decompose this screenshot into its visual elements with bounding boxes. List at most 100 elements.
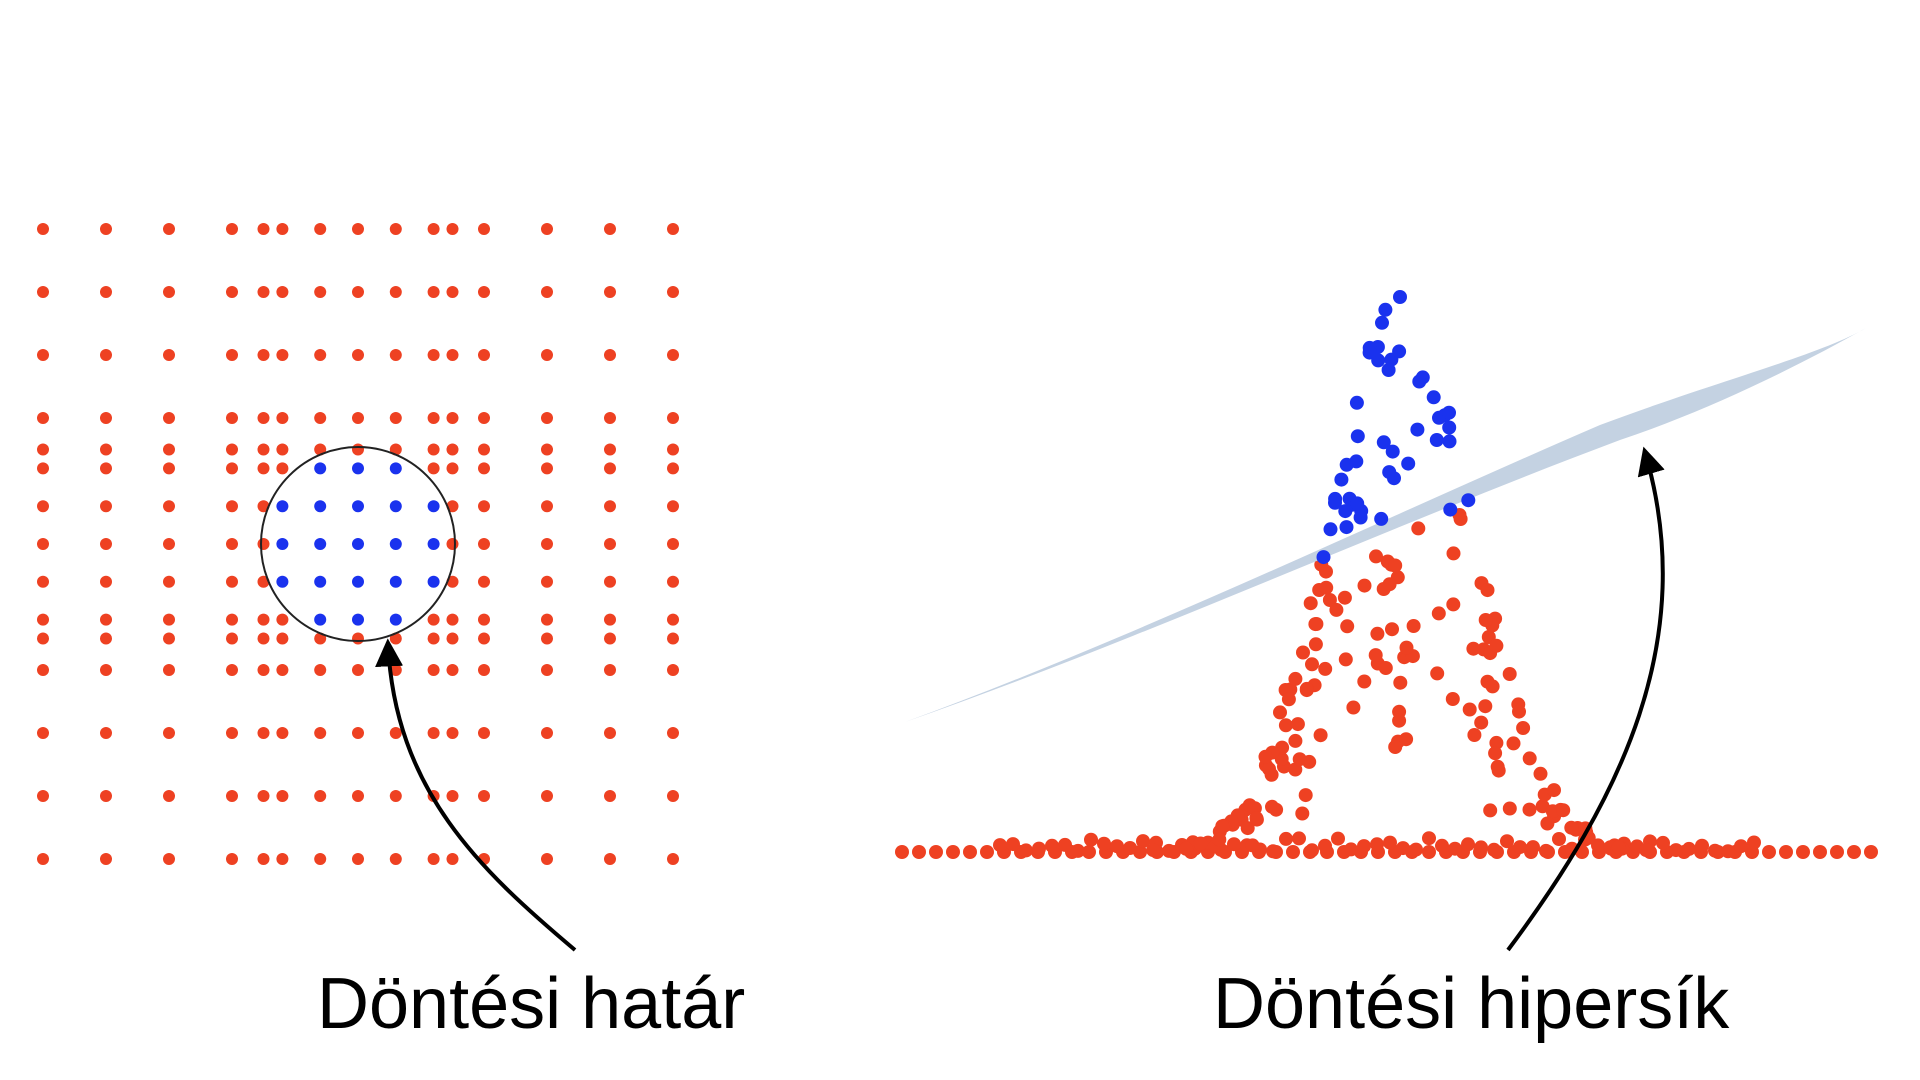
outside-point <box>1346 700 1361 715</box>
outside-point <box>667 500 679 513</box>
outside-point <box>1382 577 1397 592</box>
outside-point <box>1357 839 1371 854</box>
inside-point <box>352 613 364 626</box>
outside-point <box>226 853 238 865</box>
outside-point <box>226 613 238 626</box>
outside-point <box>100 632 112 645</box>
outside-point <box>37 727 49 739</box>
outside-point <box>163 223 175 235</box>
inside-point <box>1350 429 1365 444</box>
outside-point <box>446 286 459 298</box>
outside-point <box>427 613 440 626</box>
outside-point <box>478 664 490 676</box>
outside-point <box>1485 679 1500 694</box>
outside-point <box>1305 843 1319 858</box>
outside-point <box>1369 549 1383 564</box>
outside-point <box>980 845 994 859</box>
outside-point <box>1779 845 1793 859</box>
outside-point <box>1474 840 1488 855</box>
outside-point <box>1123 841 1137 855</box>
outside-point <box>1318 661 1333 676</box>
outside-point <box>427 664 440 676</box>
outside-point <box>1071 843 1085 858</box>
outside-point <box>163 632 175 645</box>
outside-point <box>667 727 679 739</box>
outside-point <box>604 286 616 298</box>
outside-point <box>541 223 553 235</box>
outside-point <box>1500 834 1514 849</box>
outside-point <box>667 443 679 456</box>
outside-point <box>276 613 289 626</box>
inside-point <box>1349 454 1364 469</box>
outside-point <box>163 613 175 626</box>
outside-point <box>427 853 440 865</box>
outside-point <box>1344 842 1358 857</box>
outside-point <box>541 443 553 456</box>
outside-point <box>1399 640 1414 655</box>
outside-point <box>1322 593 1337 607</box>
right-upper-points <box>1316 290 1476 565</box>
outside-point <box>1446 546 1461 561</box>
outside-point <box>446 613 459 626</box>
outside-point <box>37 613 49 626</box>
outside-point <box>667 412 679 424</box>
inside-point <box>1443 502 1458 517</box>
outside-point <box>1396 841 1410 856</box>
outside-point <box>1299 683 1314 698</box>
outside-point <box>427 286 440 298</box>
outside-point <box>276 443 289 456</box>
outside-point <box>1474 715 1489 730</box>
outside-point <box>541 853 553 865</box>
outside-point <box>446 632 459 645</box>
inside-point <box>1374 511 1389 526</box>
outside-point <box>1847 845 1861 859</box>
outside-point <box>389 223 402 235</box>
outside-point <box>37 632 49 645</box>
inside-point <box>1316 550 1331 565</box>
outside-point <box>541 790 553 802</box>
outside-point <box>1265 799 1279 814</box>
outside-point <box>1249 811 1264 826</box>
outside-point <box>478 790 490 802</box>
outside-point <box>478 727 490 739</box>
outside-point <box>226 412 238 424</box>
outside-point <box>100 664 112 676</box>
inside-point <box>1442 420 1457 435</box>
outside-point <box>1383 835 1397 850</box>
outside-point <box>276 853 289 865</box>
outside-point <box>667 664 679 676</box>
outside-point <box>604 575 616 588</box>
outside-point <box>100 500 112 513</box>
outside-point <box>257 790 270 802</box>
outside-point <box>604 412 616 424</box>
outside-point <box>352 349 364 361</box>
inside-point <box>1376 435 1391 450</box>
outside-point <box>163 575 175 588</box>
outside-point <box>163 443 175 456</box>
outside-point <box>163 500 175 513</box>
inside-point <box>389 538 402 550</box>
inside-point <box>1323 522 1338 537</box>
outside-point <box>1445 692 1460 706</box>
outside-point <box>541 575 553 588</box>
inside-point <box>427 538 440 550</box>
outside-point <box>276 727 289 739</box>
outside-point <box>37 412 49 424</box>
outside-point <box>1303 596 1318 611</box>
outside-point <box>257 632 270 645</box>
outside-point <box>1298 788 1313 803</box>
inside-point <box>1410 422 1425 437</box>
outside-point <box>226 632 238 645</box>
outside-point <box>100 853 112 865</box>
left-arrow <box>375 638 577 952</box>
inside-point <box>1442 405 1456 420</box>
inside-point <box>1442 434 1457 449</box>
outside-point <box>1305 657 1319 672</box>
outside-point <box>163 664 175 676</box>
outside-point <box>1480 583 1495 598</box>
inside-point <box>352 500 364 513</box>
outside-point <box>604 790 616 802</box>
outside-point <box>427 727 440 739</box>
outside-point <box>1422 831 1436 846</box>
